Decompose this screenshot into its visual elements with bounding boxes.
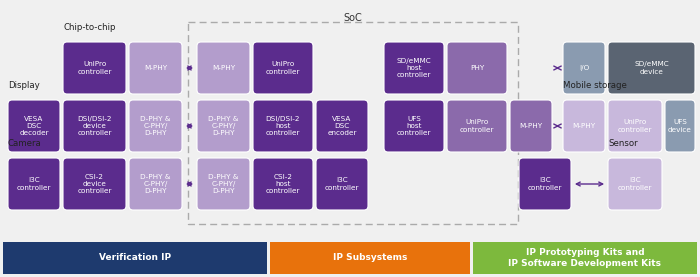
Text: Verification IP: Verification IP: [99, 253, 171, 263]
Text: IP Prototyping Kits and
IP Software Development Kits: IP Prototyping Kits and IP Software Deve…: [508, 248, 662, 268]
Text: M-PHY: M-PHY: [573, 123, 596, 129]
FancyBboxPatch shape: [665, 100, 695, 152]
Text: Mobile storage: Mobile storage: [563, 81, 627, 90]
FancyBboxPatch shape: [608, 158, 662, 210]
Text: Camera: Camera: [8, 139, 42, 148]
FancyBboxPatch shape: [129, 158, 182, 210]
Text: UFS
host
controller: UFS host controller: [397, 116, 431, 136]
FancyBboxPatch shape: [63, 100, 126, 152]
Text: UniPro
controller: UniPro controller: [77, 61, 112, 75]
Text: Sensor: Sensor: [608, 139, 638, 148]
Text: PHY: PHY: [470, 65, 484, 71]
Text: SoC: SoC: [344, 13, 363, 23]
Text: UniPro
controller: UniPro controller: [617, 119, 652, 133]
Text: I3C
controller: I3C controller: [17, 177, 51, 191]
Text: I3C
controller: I3C controller: [528, 177, 562, 191]
Text: D-PHY &
C-PHY/
D-PHY: D-PHY & C-PHY/ D-PHY: [140, 174, 171, 194]
FancyBboxPatch shape: [563, 42, 605, 94]
FancyBboxPatch shape: [316, 100, 368, 152]
Text: UniPro
controller: UniPro controller: [266, 61, 300, 75]
FancyBboxPatch shape: [253, 100, 313, 152]
FancyBboxPatch shape: [63, 42, 126, 94]
Text: I3C
controller: I3C controller: [325, 177, 359, 191]
FancyBboxPatch shape: [8, 158, 60, 210]
Text: VESA
DSC
decoder: VESA DSC decoder: [19, 116, 49, 136]
FancyBboxPatch shape: [129, 42, 182, 94]
Text: I3C
controller: I3C controller: [617, 177, 652, 191]
FancyBboxPatch shape: [129, 100, 182, 152]
Text: I/O: I/O: [579, 65, 589, 71]
FancyBboxPatch shape: [510, 100, 552, 152]
Text: UniPro
controller: UniPro controller: [460, 119, 494, 133]
Text: SD/eMMC
device: SD/eMMC device: [634, 61, 669, 75]
FancyBboxPatch shape: [563, 100, 605, 152]
Text: UFS
device: UFS device: [668, 119, 692, 133]
FancyBboxPatch shape: [384, 100, 444, 152]
Text: VESA
DSC
encoder: VESA DSC encoder: [328, 116, 357, 136]
Bar: [188, 22, 518, 224]
Bar: [270, 242, 470, 274]
FancyBboxPatch shape: [608, 100, 662, 152]
Text: D-PHY &
C-PHY/
D-PHY: D-PHY & C-PHY/ D-PHY: [140, 116, 171, 136]
Text: CSI-2
host
controller: CSI-2 host controller: [266, 174, 300, 194]
FancyBboxPatch shape: [519, 158, 571, 210]
Text: IP Subsystems: IP Subsystems: [332, 253, 407, 263]
FancyBboxPatch shape: [197, 158, 250, 210]
Text: M-PHY: M-PHY: [212, 65, 235, 71]
FancyBboxPatch shape: [253, 158, 313, 210]
Text: M-PHY: M-PHY: [144, 65, 167, 71]
Text: DSI/DSI-2
host
controller: DSI/DSI-2 host controller: [266, 116, 300, 136]
FancyBboxPatch shape: [63, 158, 126, 210]
FancyBboxPatch shape: [608, 42, 695, 94]
FancyBboxPatch shape: [197, 42, 250, 94]
FancyBboxPatch shape: [447, 100, 507, 152]
Bar: [473, 242, 697, 274]
Text: M-PHY: M-PHY: [519, 123, 542, 129]
Text: SD/eMMC
host
controller: SD/eMMC host controller: [397, 58, 431, 78]
FancyBboxPatch shape: [384, 42, 444, 94]
Text: Display: Display: [8, 81, 40, 90]
Text: Chip-to-chip: Chip-to-chip: [63, 23, 116, 32]
Text: DSI/DSI-2
device
controller: DSI/DSI-2 device controller: [77, 116, 112, 136]
FancyBboxPatch shape: [8, 100, 60, 152]
Bar: [3, 242, 267, 274]
FancyBboxPatch shape: [447, 42, 507, 94]
FancyBboxPatch shape: [316, 158, 368, 210]
Text: D-PHY &
C-PHY/
D-PHY: D-PHY & C-PHY/ D-PHY: [209, 174, 239, 194]
Text: D-PHY &
C-PHY/
D-PHY: D-PHY & C-PHY/ D-PHY: [209, 116, 239, 136]
FancyBboxPatch shape: [253, 42, 313, 94]
Text: CSI-2
device
controller: CSI-2 device controller: [77, 174, 112, 194]
FancyBboxPatch shape: [197, 100, 250, 152]
